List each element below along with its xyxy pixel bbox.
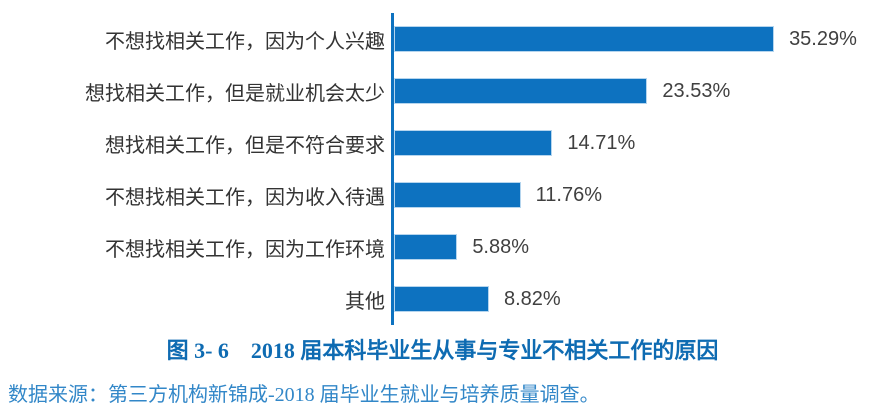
bar-area: 8.82% (391, 273, 885, 325)
category-label: 不想找相关工作，因为工作环境 (105, 238, 385, 261)
data-source-note: 数据来源：第三方机构新锦成-2018 届毕业生就业与培养质量调查。 (8, 384, 600, 406)
bar (394, 234, 458, 260)
bar (394, 182, 521, 208)
bar-area: 11.76% (391, 169, 885, 221)
value-label: 11.76% (535, 183, 602, 206)
category-label: 不想找相关工作，因为收入待遇 (105, 186, 385, 209)
bar-area: 14.71% (391, 117, 885, 169)
category-label: 其他 (345, 290, 385, 313)
category-label: 不想找相关工作，因为个人兴趣 (105, 30, 385, 53)
chart-rows: 不想找相关工作，因为个人兴趣 35.29% 想找相关工作，但是就业机会太少 23.53… (0, 13, 885, 325)
value-label: 5.88% (472, 235, 530, 258)
chart-row: 想找相关工作，但是就业机会太少 23.53% (0, 65, 885, 117)
chart-row: 不想找相关工作，因为工作环境 5.88% (0, 221, 885, 273)
bar (394, 26, 775, 52)
category-label: 想找相关工作，但是不符合要求 (105, 134, 385, 157)
value-label: 8.82% (503, 287, 561, 310)
chart-row: 其他 8.82% (0, 273, 885, 325)
chart-row: 想找相关工作，但是不符合要求 14.71% (0, 117, 885, 169)
bar-area: 35.29% (391, 13, 885, 65)
value-label: 23.53% (662, 79, 731, 102)
figure-caption: 图 3- 6 2018 届本科毕业生从事与专业不相关工作的原因 (166, 338, 719, 363)
bar (394, 286, 489, 312)
category-label: 想找相关工作，但是就业机会太少 (85, 82, 385, 105)
bar (394, 130, 553, 156)
chart-row: 不想找相关工作，因为收入待遇 11.76% (0, 169, 885, 221)
chart-row: 不想找相关工作，因为个人兴趣 35.29% (0, 13, 885, 65)
bar-area: 5.88% (391, 221, 885, 273)
value-label: 14.71% (567, 131, 636, 154)
bar (394, 78, 648, 104)
value-label: 35.29% (789, 27, 857, 50)
bar-area: 23.53% (391, 65, 885, 117)
bar-chart: 不想找相关工作，因为个人兴趣 35.29% 想找相关工作，但是就业机会太少 23.53… (0, 13, 885, 325)
